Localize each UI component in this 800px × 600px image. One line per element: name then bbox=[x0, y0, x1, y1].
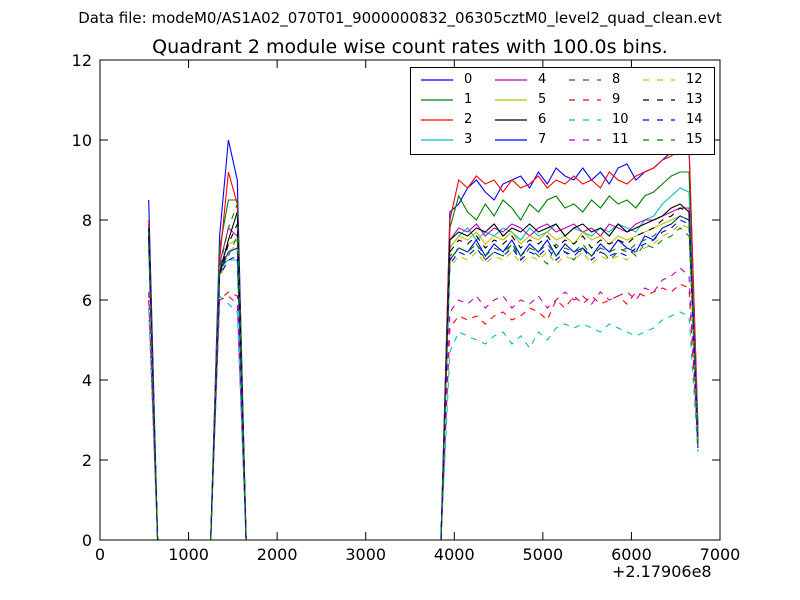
x-tick-label: 3000 bbox=[345, 545, 386, 564]
series-line-5 bbox=[148, 215, 699, 541]
legend-label: 9 bbox=[612, 92, 621, 107]
legend-swatch bbox=[421, 119, 453, 121]
legend-label: 14 bbox=[686, 112, 703, 127]
series-line-4 bbox=[148, 207, 699, 541]
y-tick-label: 10 bbox=[72, 131, 92, 150]
legend-swatch bbox=[643, 99, 675, 101]
x-tick-label: 2000 bbox=[257, 545, 298, 564]
x-tick-label: 6000 bbox=[611, 545, 652, 564]
legend-label: 10 bbox=[612, 112, 629, 127]
legend-swatch bbox=[643, 119, 675, 121]
legend-label: 15 bbox=[686, 132, 703, 147]
series-line-12 bbox=[148, 223, 699, 541]
y-tick-label: 0 bbox=[82, 531, 92, 550]
chart-title: Quadrant 2 module wise count rates with … bbox=[152, 36, 668, 58]
legend-label: 11 bbox=[612, 132, 629, 147]
x-axis-offset-label: +2.17906e8 bbox=[612, 562, 712, 581]
legend-swatch bbox=[495, 79, 527, 81]
x-tick-label: 4000 bbox=[434, 545, 475, 564]
legend-swatch bbox=[643, 79, 675, 81]
x-tick-label: 7000 bbox=[700, 545, 741, 564]
chart-legend: 0 1 2 3 4 5 6 7 8 9 10 11 12 13 14 15 bbox=[410, 67, 715, 155]
legend-swatch bbox=[643, 139, 675, 141]
series-line-8 bbox=[148, 203, 699, 541]
legend-label: 13 bbox=[686, 92, 703, 107]
legend-swatch bbox=[495, 119, 527, 121]
legend-label: 7 bbox=[538, 132, 547, 147]
legend-label: 4 bbox=[538, 72, 547, 87]
series-line-9 bbox=[148, 283, 699, 541]
y-tick-label: 12 bbox=[72, 51, 92, 70]
legend-label: 8 bbox=[612, 72, 621, 87]
legend-swatch bbox=[569, 119, 601, 121]
series-line-13 bbox=[148, 207, 699, 541]
legend-label: 0 bbox=[464, 72, 473, 87]
series-line-14 bbox=[148, 219, 699, 541]
series-line-15 bbox=[148, 215, 699, 541]
legend-swatch bbox=[569, 79, 601, 81]
series-lines-group bbox=[148, 139, 699, 541]
legend-swatch bbox=[421, 99, 453, 101]
x-tick-label: 5000 bbox=[522, 545, 563, 564]
legend-swatch bbox=[569, 139, 601, 141]
series-line-10 bbox=[148, 294, 699, 541]
legend-swatch bbox=[495, 139, 527, 141]
series-line-11 bbox=[148, 267, 699, 541]
legend-label: 2 bbox=[464, 112, 473, 127]
y-tick-label: 6 bbox=[82, 291, 92, 310]
figure-suptitle: Data file: modeM0/AS1A02_070T01_90000008… bbox=[78, 9, 722, 27]
legend-swatch bbox=[421, 139, 453, 141]
legend-swatch bbox=[569, 99, 601, 101]
series-line-3 bbox=[148, 187, 699, 541]
legend-swatch bbox=[495, 99, 527, 101]
y-tick-label: 2 bbox=[82, 451, 92, 470]
legend-label: 5 bbox=[538, 92, 547, 107]
legend-label: 3 bbox=[464, 132, 473, 147]
series-line-7 bbox=[148, 215, 699, 541]
y-tick-label: 4 bbox=[82, 371, 92, 390]
legend-swatch bbox=[421, 79, 453, 81]
legend-label: 12 bbox=[686, 72, 703, 87]
series-line-2 bbox=[148, 143, 699, 541]
legend-label: 6 bbox=[538, 112, 547, 127]
legend-label: 1 bbox=[464, 92, 473, 107]
x-tick-label: 0 bbox=[95, 545, 105, 564]
y-tick-label: 8 bbox=[82, 211, 92, 230]
x-tick-label: 1000 bbox=[168, 545, 209, 564]
